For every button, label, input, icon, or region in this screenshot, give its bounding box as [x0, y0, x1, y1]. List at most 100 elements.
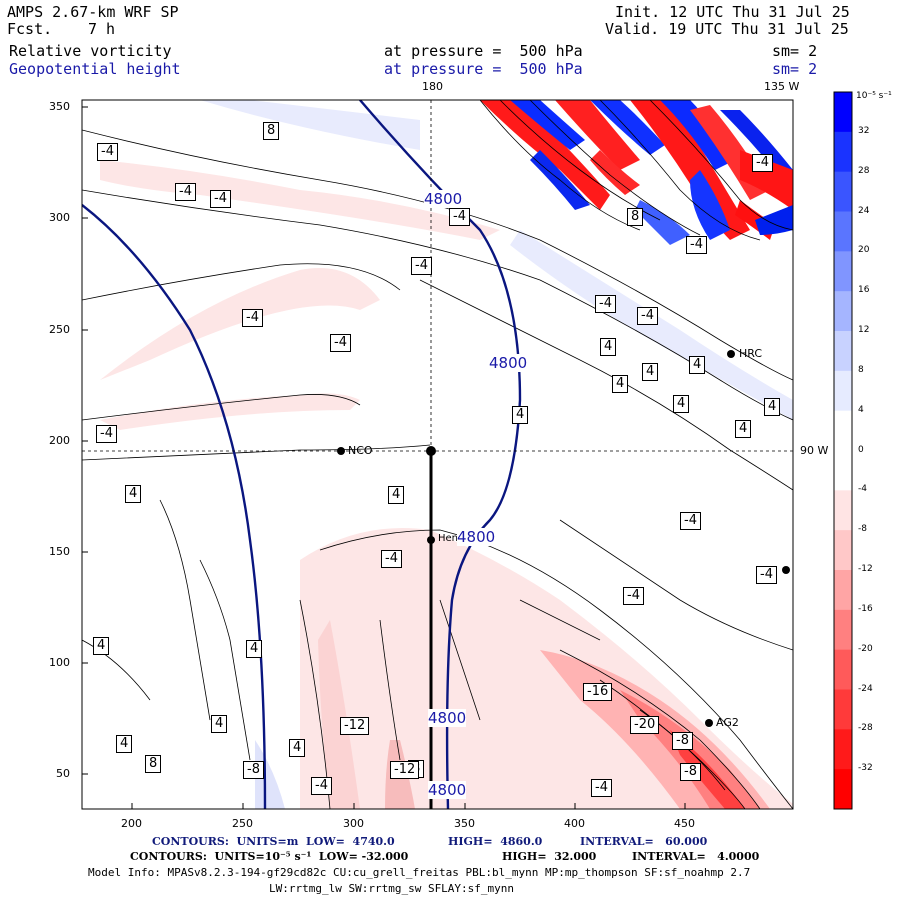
vorticity-label: 4: [246, 640, 263, 658]
field-vorticity: Relative vorticity: [9, 42, 172, 60]
station-nco-marker: [337, 447, 345, 455]
colorbar-band: [834, 609, 852, 651]
negative-vorticity-streak: [100, 393, 360, 430]
station-hen-label: Hen: [438, 533, 459, 544]
colorbar-band: [834, 131, 852, 173]
vorticity-label: 4: [211, 715, 228, 733]
colorbar-tick: -16: [858, 603, 873, 614]
vorticity-label: 8: [145, 755, 162, 773]
vorticity-label: -12: [340, 717, 370, 735]
x-tick: 450: [674, 817, 695, 830]
station-ag2-marker: [705, 719, 713, 727]
station-ag2-label: AG2: [716, 716, 739, 729]
vorticity-label: -4: [175, 183, 196, 201]
contour-info-height-high: HIGH= 4860.0: [448, 835, 543, 848]
x-tick: 400: [564, 817, 585, 830]
colorbar-tick: -4: [858, 484, 867, 495]
positive-vorticity-streak: [510, 230, 793, 420]
vorticity-label: -16: [583, 683, 613, 701]
contour-info-height-interval: INTERVAL= 60.000: [580, 835, 708, 848]
vorticity-label: -4: [242, 309, 263, 327]
colorbar-tick: 24: [858, 205, 870, 216]
station-marker: [426, 446, 436, 456]
vorticity-label: 4: [689, 356, 706, 374]
vorticity-label: -20: [630, 716, 660, 734]
station-marker: [782, 566, 790, 574]
vorticity-label: -4: [686, 236, 707, 254]
vorticity-label: 4: [612, 375, 629, 393]
vorticity-label: -4: [591, 779, 612, 797]
vorticity-label: 4: [642, 363, 659, 381]
colorbar-tick: 12: [858, 325, 870, 335]
vorticity-label: 4: [125, 485, 142, 503]
model-info-physics: LW:rrtmg_lw SW:rrtmg_sw SFLAY:sf_mynn: [269, 882, 515, 895]
vorticity-label: -4: [411, 257, 432, 275]
colorbar-band: [834, 450, 852, 491]
negative-vorticity-streak: [100, 160, 500, 240]
colorbar-tick: 8: [858, 364, 864, 375]
negative-vorticity-streak: [318, 620, 360, 809]
contour-info-vorticity-interval: INTERVAL= 4.0000: [632, 850, 760, 863]
colorbar-band: [834, 649, 852, 690]
active-zone-contours: [479, 100, 793, 241]
vorticity-contours: [82, 129, 793, 809]
colorbar-tick: 16: [858, 285, 870, 296]
colorbar-band: [834, 490, 852, 531]
height-label: 4800: [457, 528, 496, 546]
colorbar-band: [834, 291, 852, 332]
vorticity-label: 8: [627, 208, 644, 226]
forecast-label: Fcst.: [7, 20, 53, 38]
vorticity-label: 4: [512, 406, 529, 424]
vorticity-label: 4: [673, 395, 690, 413]
x-tick: 200: [121, 817, 142, 830]
level-vorticity: at pressure = 500 hPa: [384, 42, 583, 60]
colorbar-tick: 4: [858, 404, 864, 415]
vorticity-label: -4: [97, 143, 118, 161]
model-info: Model Info: MPASv8.2.3-194-gf29cd82c CU:…: [88, 866, 751, 879]
vorticity-label: -4: [752, 154, 773, 172]
vorticity-label: -4: [330, 334, 351, 352]
station-hrc-label: HRC: [739, 347, 763, 360]
height-label: 4800: [428, 781, 467, 799]
vorticity-label: 8: [263, 122, 280, 140]
vorticity-label: -8: [680, 763, 701, 781]
vorticity-label: 4: [735, 420, 752, 438]
colorbar-band: [834, 729, 852, 770]
vorticity-label: -4: [210, 190, 231, 208]
x-tick: 250: [232, 817, 253, 830]
vorticity-label: 4: [116, 735, 133, 753]
y-tick: 350: [49, 100, 70, 113]
vorticity-label: 4: [93, 637, 110, 655]
colorbar-unit: 10⁻⁵ s⁻¹: [856, 91, 892, 101]
colorbar-band: [834, 530, 852, 571]
y-tick: 50: [56, 767, 70, 780]
colorbar-tick: -12: [858, 564, 873, 574]
vorticity-label: 4: [764, 398, 781, 416]
y-tick: 100: [49, 656, 70, 669]
vorticity-label: -4: [637, 307, 658, 325]
height-label: 4800: [424, 190, 463, 208]
vorticity-label: -4: [381, 550, 402, 568]
vorticity-label: -4: [680, 512, 701, 530]
colorbar-tick: -32: [858, 763, 873, 774]
colorbar-band: [834, 251, 852, 292]
colorbar-band: [834, 769, 852, 810]
colorbar-tick: -20: [858, 643, 873, 654]
colorbar-band: [834, 171, 852, 212]
vorticity-label: -12: [390, 761, 420, 779]
contour-info-height: CONTOURS: UNITS=m LOW= 4740.0: [152, 835, 395, 848]
x-tick: 300: [343, 817, 364, 830]
colorbar-tick: 28: [858, 165, 870, 176]
colorbar-tick: -8: [858, 524, 867, 535]
colorbar-band: [834, 570, 852, 611]
positive-vorticity-patch: [255, 740, 285, 809]
contour-info-vorticity: CONTOURS: UNITS=10⁻⁵ s⁻¹ LOW= -32.000: [130, 850, 409, 863]
vorticity-label: -8: [672, 732, 693, 750]
colorbar-band: [834, 92, 852, 133]
colorbar-tick: 32: [858, 125, 870, 136]
meridian-135w-label: 135 W: [764, 80, 800, 93]
negative-vorticity-streak: [100, 268, 380, 380]
y-tick: 300: [49, 211, 70, 224]
y-tick: 150: [49, 545, 70, 558]
